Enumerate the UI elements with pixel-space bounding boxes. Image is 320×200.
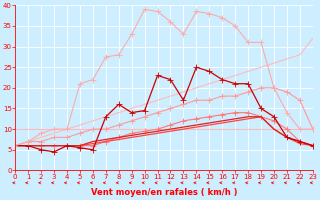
X-axis label: Vent moyen/en rafales ( km/h ): Vent moyen/en rafales ( km/h ) [91, 188, 237, 197]
